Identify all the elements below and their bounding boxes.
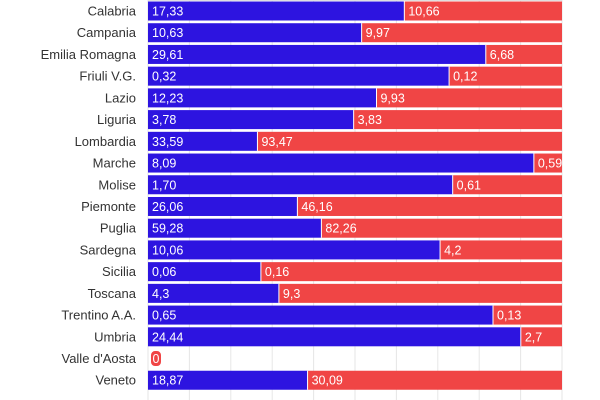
bar-series-1 bbox=[148, 240, 441, 260]
zero-value-badge bbox=[151, 351, 161, 367]
value-label-series-1: 0,32 bbox=[152, 70, 176, 84]
bar-series-2 bbox=[257, 131, 562, 151]
bar-series-1 bbox=[148, 1, 405, 21]
value-label-series-2: 4,2 bbox=[444, 243, 461, 257]
value-label-series-1: 18,87 bbox=[152, 374, 183, 388]
bar-series-1 bbox=[148, 110, 354, 130]
bar-series-1 bbox=[148, 262, 261, 282]
bar-series-2 bbox=[361, 23, 562, 43]
value-label-series-2: 2,7 bbox=[525, 330, 542, 344]
bar-series-2 bbox=[440, 240, 562, 260]
category-label: Molise bbox=[98, 177, 136, 192]
bar-series-2 bbox=[449, 66, 562, 86]
category-label: Trentino A.A. bbox=[61, 308, 136, 323]
bar-series-2 bbox=[353, 110, 562, 130]
value-label-series-2: 9,3 bbox=[283, 287, 300, 301]
category-label: Piemonte bbox=[81, 199, 136, 214]
bar-series-2 bbox=[533, 153, 562, 173]
category-label: Marche bbox=[93, 156, 136, 171]
value-label-series-2: 30,09 bbox=[312, 374, 343, 388]
value-label-series-2: 9,97 bbox=[366, 26, 390, 40]
bar-series-1 bbox=[148, 175, 453, 195]
bar-series-1 bbox=[148, 131, 258, 151]
value-label-series-2: 0,12 bbox=[453, 70, 477, 84]
value-label-series-2: 82,26 bbox=[325, 222, 356, 236]
bar-series-1 bbox=[148, 66, 450, 86]
chart-labels: Calabria 17,33 10,66 Campania 10,63 9,97 Emili… bbox=[41, 4, 563, 388]
category-label: Sardegna bbox=[80, 242, 137, 257]
bar-series-1 bbox=[148, 23, 362, 43]
category-label: Emilia Romagna bbox=[41, 47, 137, 62]
value-label-series-2: 0,59 bbox=[538, 157, 562, 171]
bar-series-2 bbox=[493, 305, 562, 325]
bar-series-2 bbox=[404, 1, 562, 21]
value-label-series-1: 29,61 bbox=[152, 48, 183, 62]
value-label-series-2: 46,16 bbox=[301, 200, 332, 214]
value-label-series-1: 10,06 bbox=[152, 243, 183, 257]
bar-series-2 bbox=[485, 44, 562, 64]
category-label: Lombardia bbox=[75, 134, 137, 149]
bar-series-1 bbox=[148, 305, 493, 325]
value-label-series-1: 1,70 bbox=[152, 178, 176, 192]
bar-series-1 bbox=[148, 370, 308, 390]
category-label: Toscana bbox=[88, 286, 137, 301]
chart-bars bbox=[148, 1, 562, 390]
value-label-series-2: 3,83 bbox=[358, 113, 382, 127]
value-label-series-2: 0 bbox=[153, 352, 160, 366]
bar-series-2 bbox=[307, 370, 562, 390]
bar-series-1 bbox=[148, 153, 534, 173]
bar-series-1 bbox=[148, 196, 298, 216]
value-label-series-2: 93,47 bbox=[261, 135, 292, 149]
bar-series-1 bbox=[148, 327, 521, 347]
category-label: Friuli V.G. bbox=[79, 69, 136, 84]
value-label-series-1: 59,28 bbox=[152, 222, 183, 236]
value-label-series-2: 0,13 bbox=[497, 309, 521, 323]
bar-series-2 bbox=[297, 196, 562, 216]
value-label-series-2: 0,16 bbox=[265, 265, 289, 279]
bar-series-2 bbox=[520, 327, 562, 347]
value-label-series-1: 8,09 bbox=[152, 157, 176, 171]
category-label: Liguria bbox=[97, 112, 137, 127]
category-label: Veneto bbox=[96, 373, 137, 388]
value-label-series-1: 33,59 bbox=[152, 135, 183, 149]
value-label-series-1: 24,44 bbox=[152, 330, 183, 344]
category-label: Campania bbox=[77, 25, 137, 40]
category-label: Valle d'Aosta bbox=[61, 351, 136, 366]
bar-series-1 bbox=[148, 283, 279, 303]
value-label-series-1: 17,33 bbox=[152, 5, 183, 19]
bar-series-2 bbox=[278, 283, 562, 303]
value-label-series-2: 0,61 bbox=[457, 178, 481, 192]
value-label-series-1: 12,23 bbox=[152, 91, 183, 105]
value-label-series-1: 0,06 bbox=[152, 265, 176, 279]
value-label-series-1: 0,65 bbox=[152, 309, 176, 323]
value-label-series-1: 26,06 bbox=[152, 200, 183, 214]
value-label-series-2: 9,93 bbox=[380, 91, 404, 105]
bar-series-1 bbox=[148, 218, 322, 238]
value-label-series-1: 10,63 bbox=[152, 26, 183, 40]
value-label-series-2: 6,68 bbox=[490, 48, 514, 62]
value-label-series-1: 3,78 bbox=[152, 113, 176, 127]
bar-series-2 bbox=[260, 262, 562, 282]
value-label-series-1: 4,3 bbox=[152, 287, 169, 301]
bar-series-1 bbox=[148, 88, 377, 108]
bar-series-2 bbox=[452, 175, 562, 195]
category-label: Puglia bbox=[100, 221, 137, 236]
bar-series-2 bbox=[321, 218, 562, 238]
category-label: Calabria bbox=[88, 4, 137, 19]
category-label: Umbria bbox=[94, 329, 137, 344]
category-label: Lazio bbox=[105, 90, 136, 105]
bar-series-2 bbox=[376, 88, 562, 108]
bar-series-1 bbox=[148, 44, 486, 64]
category-label: Sicilia bbox=[102, 264, 137, 279]
value-label-series-2: 10,66 bbox=[408, 5, 439, 19]
